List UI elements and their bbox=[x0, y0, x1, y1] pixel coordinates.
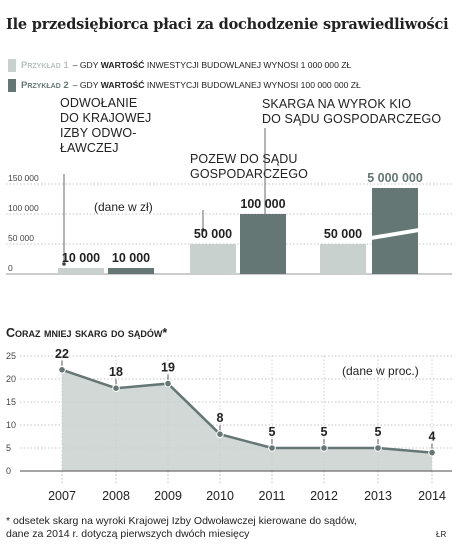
x-tick-label: 2013 bbox=[364, 489, 392, 503]
bar-1-2 bbox=[190, 244, 236, 274]
complaints-area-chart: 0 5 10 15 20 25 22 2007 18 2008 19 2009 8 2010 5 2011 5 2… bbox=[6, 347, 452, 503]
x-tick-label: 2008 bbox=[102, 489, 130, 503]
series-line bbox=[61, 368, 433, 454]
leader-dot bbox=[201, 228, 205, 232]
data-point bbox=[374, 444, 382, 452]
legend-swatch-2 bbox=[8, 78, 16, 92]
bar-value-label: 50 000 bbox=[324, 227, 362, 241]
category-label-kio: ODWOŁANIE DO KRAJOWEJ IZBY ODWO- ŁAWCZEJ bbox=[60, 96, 152, 155]
y-tick-label: 100 000 bbox=[8, 203, 39, 213]
data-point bbox=[268, 444, 276, 452]
data-label: 18 bbox=[109, 365, 123, 379]
data-label: 5 bbox=[375, 425, 382, 439]
bar-value-label: 5 000 000 bbox=[367, 171, 423, 185]
unit-note-zl: (dane w zł) bbox=[94, 200, 153, 214]
legend-text-1-pre: – gdy bbox=[72, 60, 101, 70]
bar-1-3 bbox=[320, 244, 366, 274]
data-point bbox=[112, 384, 120, 393]
x-tick-label: 2010 bbox=[206, 489, 234, 503]
legend-item-example-2: Przykład 2 – gdy wartość inwestycji budo… bbox=[8, 77, 361, 93]
leader-dot bbox=[62, 262, 66, 266]
x-tick-label: 2014 bbox=[418, 489, 446, 503]
section-title-complaints: Coraz mniej skarg do sądów* bbox=[6, 326, 168, 340]
data-label: 8 bbox=[217, 411, 224, 425]
fees-bar-chart: 0 50 000 100 000 150 000 10 000 50 000 50 000 1… bbox=[6, 128, 452, 275]
bar-value-label: 10 000 bbox=[112, 251, 150, 265]
bar-value-label: 50 000 bbox=[194, 227, 232, 241]
legend-name-1: Przykład 1 bbox=[21, 59, 69, 71]
data-label: 5 bbox=[269, 425, 276, 439]
data-label: 4 bbox=[429, 430, 436, 444]
legend-text-1-rest: inwestycji budowlanej wynosi 1 000 000 z… bbox=[144, 60, 352, 70]
y-tick-label: 25 bbox=[6, 351, 16, 361]
x-tick-label: 2007 bbox=[48, 489, 76, 503]
data-point bbox=[58, 366, 66, 374]
y-tick-label: 150 000 bbox=[8, 173, 39, 183]
y-tick-label: 20 bbox=[6, 374, 16, 384]
infographic-title: Ile przedsiębiorca płaci za dochodzenie … bbox=[6, 16, 449, 33]
axis-break-mark bbox=[371, 228, 419, 240]
x-tick-label: 2011 bbox=[259, 489, 286, 503]
bar-1-1 bbox=[58, 268, 104, 274]
y-tick-label: 50 000 bbox=[8, 233, 34, 243]
data-point bbox=[164, 379, 172, 388]
bar-2-2 bbox=[240, 214, 286, 274]
category-label-complaint: SKARGA NA WYROK KIO DO SĄDU GOSPODARCZEG… bbox=[262, 97, 442, 126]
bar-value-label: 10 000 bbox=[62, 251, 100, 265]
y-tick-label: 15 bbox=[6, 397, 16, 407]
y-tick-label: 0 bbox=[6, 466, 11, 476]
data-point bbox=[428, 448, 436, 457]
legend-swatch-1 bbox=[8, 58, 16, 72]
legend-item-example-1: Przykład 1 – gdy wartość inwestycji budo… bbox=[8, 57, 351, 73]
data-point bbox=[320, 444, 328, 452]
data-label: 19 bbox=[161, 361, 175, 375]
x-tick-label: 2012 bbox=[310, 489, 338, 503]
author-initials: ŁR bbox=[436, 530, 447, 539]
area-fill bbox=[62, 369, 432, 471]
data-label: 22 bbox=[55, 347, 69, 361]
legend-text-2-bold: wartość bbox=[100, 80, 145, 90]
data-label: 5 bbox=[321, 425, 328, 439]
legend-name-2: Przykład 2 bbox=[21, 79, 69, 91]
legend-text-2-rest: inwestycji budowlanej wynosi 100 000 000… bbox=[144, 80, 361, 90]
y-tick-label: 10 bbox=[6, 420, 16, 430]
legend-text-2-pre: – gdy bbox=[72, 80, 101, 90]
bar-value-label: 100 000 bbox=[240, 197, 285, 211]
unit-note-percent: (dane w proc.) bbox=[342, 364, 419, 378]
category-label-lawsuit: POZEW DO SĄDU GOSPODARCZEGO bbox=[190, 152, 308, 181]
footnote: * odsetek skarg na wyroki Krajowej Izby … bbox=[6, 515, 357, 540]
x-tick-label: 2009 bbox=[154, 489, 182, 503]
data-point bbox=[216, 430, 224, 438]
y-tick-label: 5 bbox=[6, 443, 11, 453]
bar-2-1 bbox=[108, 268, 154, 274]
legend-text-1-bold: wartość bbox=[100, 60, 145, 70]
y-tick-label: 0 bbox=[8, 263, 13, 273]
